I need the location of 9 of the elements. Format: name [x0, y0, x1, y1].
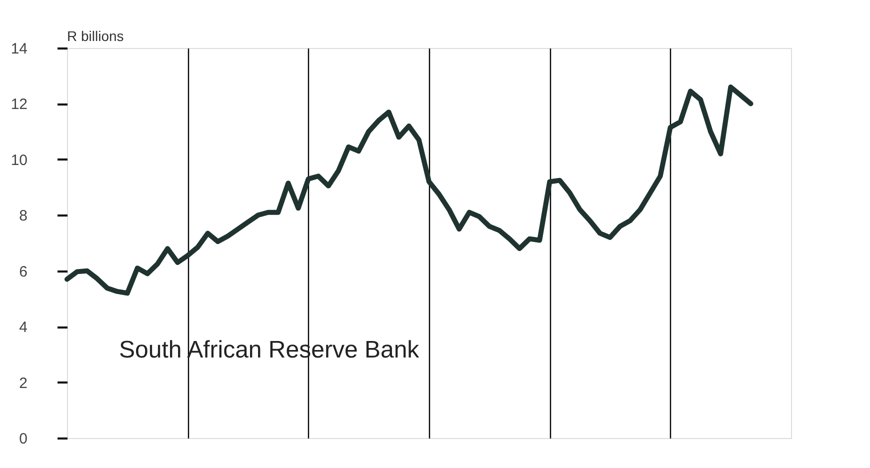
y-tick-label: 6 [19, 263, 28, 280]
y-tick-label: 4 [19, 319, 28, 336]
y-tick-label: 0 [19, 430, 28, 448]
y-tick-label: 14 [10, 40, 28, 58]
y-tick-label: 10 [10, 152, 28, 169]
y-tick-label: 12 [10, 96, 28, 114]
y-tick-label: 8 [19, 208, 28, 225]
y-axis-title: R billions [67, 28, 124, 44]
y-tick-label: 2 [19, 374, 28, 392]
